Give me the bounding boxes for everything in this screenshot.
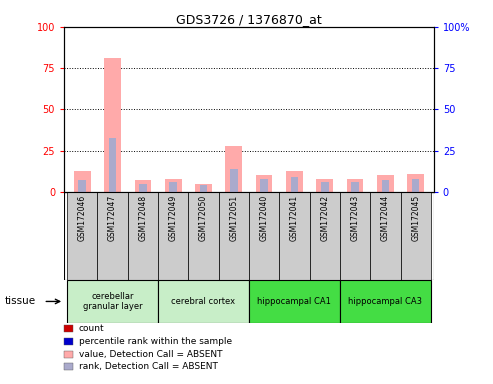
Bar: [67, 192, 98, 280]
Text: GSM172048: GSM172048: [139, 195, 147, 241]
Bar: [109, 137, 116, 192]
Text: GSM172051: GSM172051: [229, 195, 238, 241]
Bar: [249, 192, 279, 280]
Bar: [260, 179, 268, 192]
Text: GSM172050: GSM172050: [199, 195, 208, 241]
Text: cerebellar
granular layer: cerebellar granular layer: [83, 292, 142, 311]
Bar: [321, 182, 328, 192]
Bar: [370, 192, 400, 280]
Text: GSM172045: GSM172045: [411, 195, 420, 241]
Bar: [195, 184, 212, 192]
Bar: [412, 179, 420, 192]
Text: hippocampal CA1: hippocampal CA1: [257, 297, 331, 306]
Bar: [104, 58, 121, 192]
Bar: [139, 184, 147, 192]
Text: percentile rank within the sample: percentile rank within the sample: [79, 337, 232, 346]
Bar: [225, 146, 242, 192]
Bar: [279, 192, 310, 280]
Bar: [188, 192, 219, 280]
Text: count: count: [79, 324, 105, 333]
Bar: [165, 179, 181, 192]
Text: rank, Detection Call = ABSENT: rank, Detection Call = ABSENT: [79, 362, 218, 371]
Bar: [310, 192, 340, 280]
Title: GDS3726 / 1376870_at: GDS3726 / 1376870_at: [176, 13, 322, 26]
Text: GSM172047: GSM172047: [108, 195, 117, 241]
Text: hippocampal CA3: hippocampal CA3: [349, 297, 423, 306]
Bar: [377, 175, 394, 192]
Bar: [67, 280, 158, 323]
Bar: [351, 182, 359, 192]
Text: GSM172044: GSM172044: [381, 195, 390, 241]
Bar: [317, 179, 333, 192]
Bar: [286, 170, 303, 192]
Bar: [347, 179, 363, 192]
Bar: [340, 192, 370, 280]
Bar: [78, 180, 86, 192]
Bar: [400, 192, 431, 280]
Bar: [219, 192, 249, 280]
Bar: [158, 192, 188, 280]
Bar: [200, 185, 207, 192]
Bar: [382, 180, 389, 192]
Text: GSM172046: GSM172046: [78, 195, 87, 241]
Text: value, Detection Call = ABSENT: value, Detection Call = ABSENT: [79, 349, 222, 359]
Bar: [340, 280, 431, 323]
Text: GSM172049: GSM172049: [169, 195, 177, 241]
Bar: [407, 174, 424, 192]
Bar: [128, 192, 158, 280]
Text: GSM172043: GSM172043: [351, 195, 359, 241]
Bar: [230, 169, 238, 192]
Text: cerebral cortex: cerebral cortex: [172, 297, 236, 306]
Bar: [98, 192, 128, 280]
Text: GSM172040: GSM172040: [260, 195, 269, 241]
Bar: [170, 182, 177, 192]
Text: tissue: tissue: [5, 296, 36, 306]
Bar: [249, 280, 340, 323]
Bar: [291, 177, 298, 192]
Bar: [135, 180, 151, 192]
Bar: [256, 175, 273, 192]
Bar: [158, 280, 249, 323]
Text: GSM172042: GSM172042: [320, 195, 329, 241]
Text: GSM172041: GSM172041: [290, 195, 299, 241]
Bar: [74, 170, 91, 192]
